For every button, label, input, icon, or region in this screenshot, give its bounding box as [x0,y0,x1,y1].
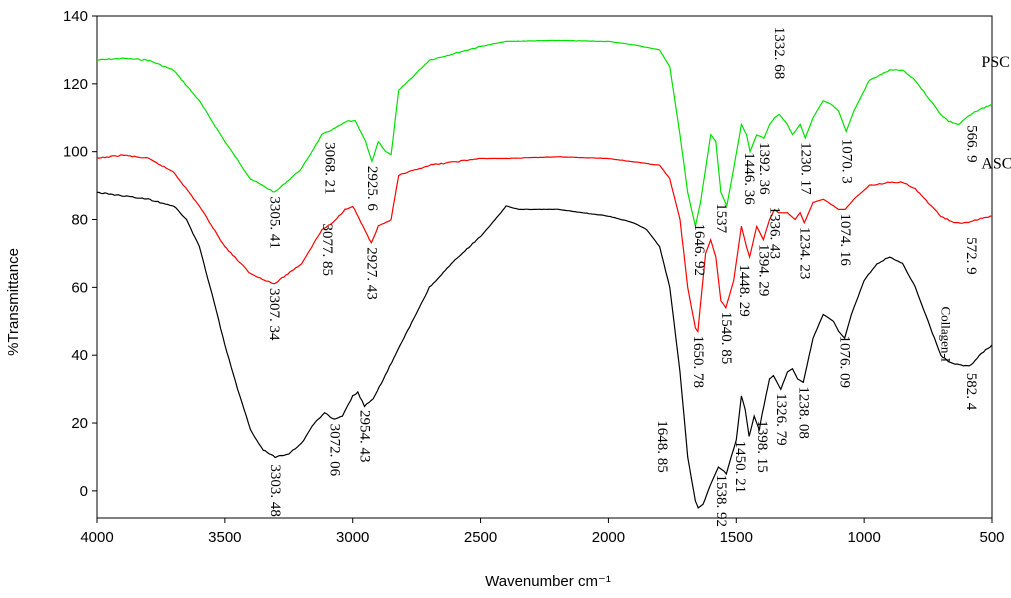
y-tick-label: 40 [71,347,88,364]
series-labels: PSC ASC Collagen-I [938,54,1011,362]
x-tick-label: 1000 [847,529,880,546]
x-tick-label: 2500 [464,529,497,546]
y-axis: 0 20 40 60 80 100 120 140 [63,8,97,500]
peak-label: 1070. 3 [838,139,854,184]
peak-label: 2954. 43 [356,410,372,463]
y-axis-title: %Transmittance [5,248,22,356]
x-axis-title: Wavenumber cm⁻¹ [485,573,611,590]
x-tick-label: 500 [979,529,1004,546]
series-label: ASC [981,156,1011,173]
peak-label: 1074. 16 [837,213,853,266]
peak-label: 582. 4 [963,373,979,411]
peak-label: 1234. 23 [796,227,812,279]
peak-label: 1446. 36 [741,152,757,205]
peak-label: 1537 [713,203,729,234]
peak-label: 2927. 43 [363,247,379,300]
peak-label: 1648. 85 [654,420,670,473]
peak-label: 1326. 79 [773,393,789,446]
peak-label: 1646. 92 [691,224,707,277]
x-axis: 4000 3500 3000 2500 2000 1500 1000 500 [80,518,1005,546]
peak-label: 1394. 29 [755,244,771,297]
series-label: PSC [981,54,1009,71]
peak-label: 1238. 08 [795,386,811,439]
peak-annotations: 3305. 41 3068. 21 2925. 6 1332. 68 1230. 17 1… [266,27,979,527]
series-line-collagen-i [97,191,993,509]
peak-label: 1336. 43 [767,207,783,260]
y-tick-label: 120 [63,76,88,93]
y-tick-label: 100 [63,144,88,161]
x-tick-label: 3500 [208,529,241,546]
peak-label: 3072. 06 [326,424,342,477]
peak-label: 1230. 17 [797,142,813,195]
peak-label: 1540. 85 [718,312,734,365]
series-label: Collagen-I [938,306,953,362]
peak-label: 1076. 09 [837,335,853,388]
peak-label: 2925. 6 [364,166,380,212]
peak-label: 3307. 34 [266,288,282,341]
peak-label: 566. 9 [964,125,980,163]
series-line-asc [96,154,992,334]
peak-label: 1650. 78 [690,335,706,388]
y-tick-label: 140 [63,8,88,25]
peak-label: 3068. 21 [322,142,338,195]
series-line-psc [96,39,993,227]
plot-area-frame [96,15,993,519]
peak-label: 1448. 29 [736,264,752,317]
series-layer [96,39,993,509]
x-tick-label: 4000 [80,529,113,546]
peak-label: 1392. 36 [756,142,772,195]
y-tick-label: 20 [71,415,88,432]
peak-label: 3077. 85 [319,224,335,277]
y-tick-label: 80 [71,212,88,229]
x-tick-label: 2000 [592,529,625,546]
peak-label: 3305. 41 [267,196,283,249]
x-tick-label: 3000 [336,529,369,546]
peak-label: 1332. 68 [771,27,787,80]
peak-label: 1450. 21 [732,441,748,494]
peak-label: 1398. 15 [754,420,770,473]
y-tick-label: 0 [80,483,88,500]
peak-label: 3303. 48 [267,464,283,517]
peak-label: 1538. 92 [713,475,729,528]
y-tick-label: 60 [71,279,88,296]
peak-label: 572. 9 [963,237,979,275]
x-tick-label: 1500 [720,529,753,546]
